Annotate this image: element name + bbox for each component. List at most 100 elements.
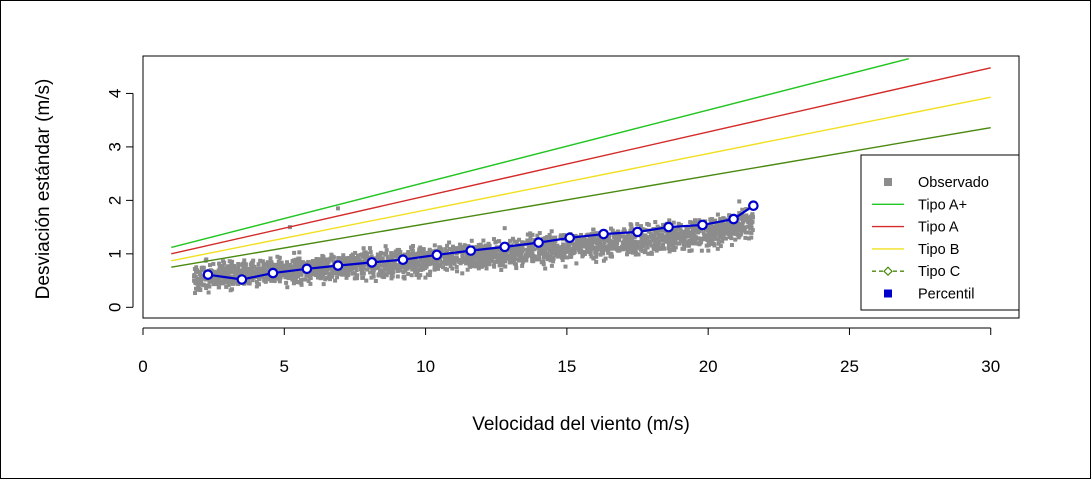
observed-point: [528, 231, 533, 236]
observed-point: [369, 254, 374, 259]
observed-point: [510, 236, 515, 241]
observed-point: [207, 279, 212, 284]
observed-point: [293, 260, 298, 265]
observed-point: [360, 275, 365, 280]
observed-point: [417, 247, 422, 252]
observed-point: [508, 246, 513, 251]
observed-point: [475, 252, 480, 257]
observed-point: [594, 254, 599, 259]
observed-point: [528, 250, 533, 255]
observed-point: [661, 246, 666, 251]
observed-point: [423, 265, 428, 270]
observed-point: [390, 274, 395, 279]
observed-point: [551, 236, 556, 241]
observed-point: [230, 274, 235, 279]
observed-point: [394, 254, 399, 259]
observed-point: [395, 250, 400, 255]
observed-point: [450, 252, 455, 257]
observed-point: [295, 273, 300, 278]
observed-point: [306, 279, 311, 284]
observed-point: [349, 254, 354, 259]
legend-observed-marker: [884, 178, 892, 186]
observed-point: [269, 278, 274, 283]
observed-point: [217, 261, 222, 266]
observed-point: [327, 276, 332, 281]
observed-point: [548, 258, 553, 263]
observed-point: [256, 282, 261, 287]
observed-point: [722, 223, 727, 228]
observed-point: [737, 222, 742, 227]
observed-point: [744, 207, 749, 212]
observed-point: [530, 232, 535, 237]
observed-point: [690, 221, 695, 226]
observed-point: [268, 256, 273, 261]
percentil-point: [332, 260, 344, 271]
observed-point: [723, 236, 728, 241]
observed-point: [290, 259, 295, 264]
observed-point: [551, 259, 556, 264]
observed-point: [258, 258, 263, 263]
observed-point: [221, 259, 226, 264]
observed-point: [413, 264, 418, 269]
observed-point: [541, 251, 546, 256]
observed-point: [743, 214, 748, 219]
observed-point: [330, 273, 335, 278]
observed-point: [517, 250, 522, 255]
percentil-point: [397, 254, 409, 266]
observed-point: [198, 273, 203, 278]
observed-point: [236, 271, 241, 276]
observed-point: [489, 253, 494, 258]
observed-point: [708, 237, 713, 242]
observed-point: [542, 238, 547, 243]
percentil-point: [301, 263, 313, 275]
observed-point: [431, 257, 436, 262]
percentil-line: [207, 204, 754, 281]
observed-point: [380, 256, 385, 261]
observed-point: [427, 259, 432, 264]
observed-point: [362, 254, 367, 259]
observed-point: [199, 279, 204, 284]
observed-point: [510, 260, 515, 265]
observed-point: [660, 228, 665, 233]
observed-point: [524, 258, 529, 263]
observed-point: [200, 265, 205, 270]
observed-point: [728, 230, 733, 235]
observed-point: [718, 244, 723, 249]
observed-point: [677, 235, 682, 240]
observed-point: [550, 256, 555, 261]
observed-point: [423, 252, 428, 257]
observed-point: [287, 270, 292, 275]
observed-point: [551, 241, 556, 246]
observed-point: [544, 253, 549, 258]
observed-point: [406, 262, 411, 267]
observed-point: [607, 246, 612, 251]
observed-point: [599, 249, 604, 254]
observed-point: [450, 244, 455, 249]
observed-point: [565, 240, 570, 245]
observed-point: [377, 268, 382, 273]
observed-point: [256, 262, 261, 267]
observed-point: [541, 262, 546, 267]
observed-point: [680, 246, 685, 251]
observed-point: [215, 281, 220, 286]
observed-point: [370, 265, 375, 270]
observed-point: [325, 257, 330, 262]
observed-point: [507, 248, 512, 253]
observed-point: [318, 273, 323, 278]
observed-point: [301, 277, 306, 282]
observed-point: [629, 235, 634, 240]
observed-point: [478, 262, 483, 267]
observed-point: [406, 271, 411, 276]
observed-point: [712, 236, 717, 241]
observed-point: [316, 275, 321, 280]
observed-point: [623, 234, 628, 239]
observed-point: [649, 243, 654, 248]
observed-point: [200, 268, 205, 273]
observed-point: [591, 255, 596, 260]
observed-point: [254, 284, 259, 289]
observed-point: [525, 254, 530, 259]
observed-point: [356, 253, 361, 258]
observed-point: [585, 246, 590, 251]
observed-point: [317, 267, 322, 272]
observed-point: [622, 227, 627, 232]
